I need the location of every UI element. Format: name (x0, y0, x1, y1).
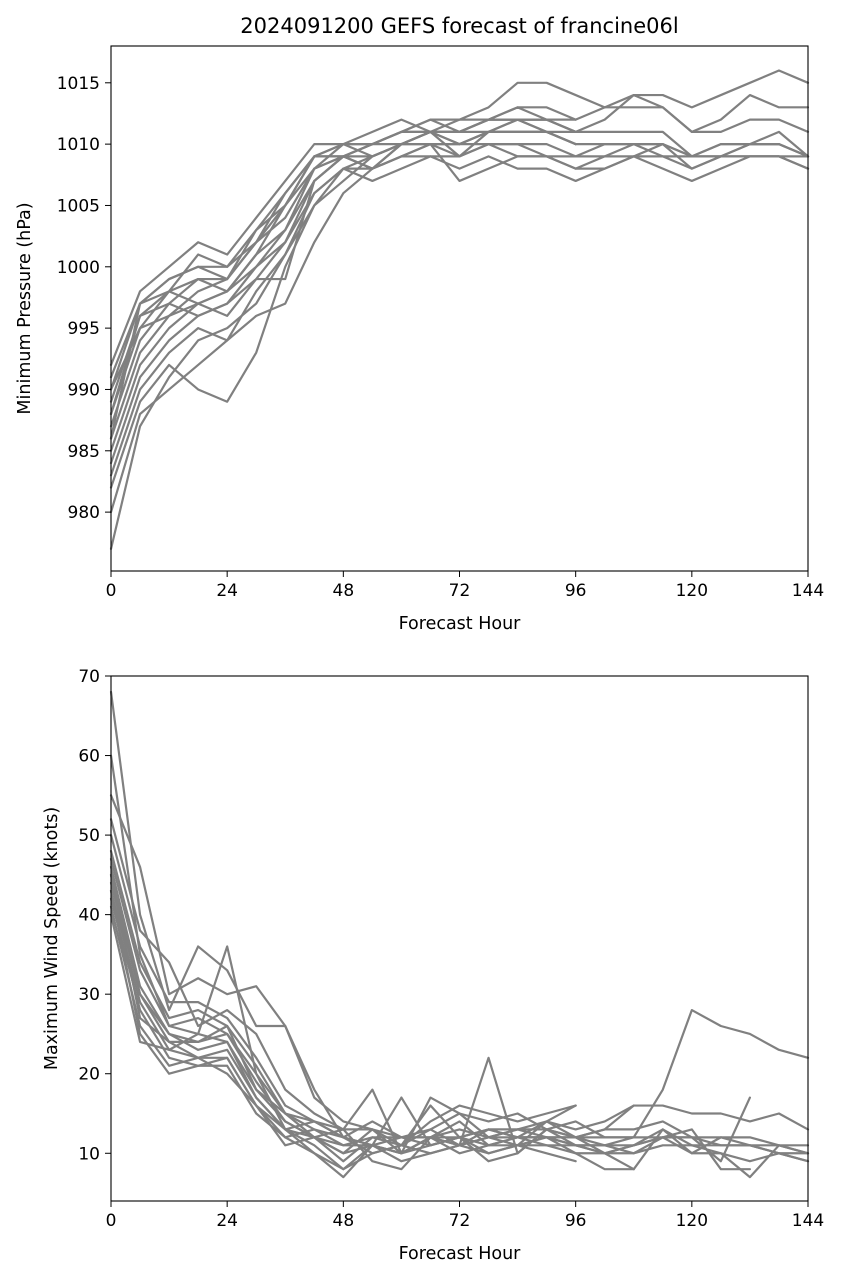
wind-x-tick-label: 0 (106, 1211, 117, 1231)
wind-x-tick-label: 48 (333, 1211, 355, 1231)
pressure-y-tick-label: 985 (68, 442, 100, 462)
wind-member-line-15 (109, 913, 577, 1147)
wind-member-line-4 (109, 818, 810, 1155)
wind-member-line-12 (109, 897, 577, 1171)
pressure-member-line-6 (109, 143, 810, 440)
pressure-y-tick-label: 1000 (57, 258, 100, 278)
pressure-x-tick-label: 0 (106, 581, 117, 601)
wind-x-tick-label: 144 (792, 1211, 824, 1231)
pressure-y-tick-label: 1015 (57, 74, 100, 94)
wind-y-tick-label: 30 (78, 985, 100, 1005)
pressure-member-line-15 (109, 130, 577, 391)
wind-panel: 0 24 48 72 96 120 144 10 20 30 40 50 60 70 Forecast H… (42, 667, 824, 1264)
wind-member-line-9 (109, 873, 752, 1163)
pressure-x-tick-label: 24 (216, 581, 238, 601)
pressure-x-tick-label: 48 (333, 581, 355, 601)
pressure-x-tick-label: 96 (565, 581, 587, 601)
wind-member-line-16 (109, 873, 635, 1171)
wind-y-tick-label: 70 (78, 667, 100, 687)
wind-y-axis-label: Maximum Wind Speed (knots) (42, 807, 62, 1070)
wind-ticks: 0 24 48 72 96 120 144 10 20 30 40 50 60 70 (78, 667, 824, 1231)
wind-series-group (109, 690, 810, 1179)
pressure-x-axis-label: Forecast Hour (399, 614, 522, 634)
wind-x-tick-label: 120 (676, 1211, 708, 1231)
pressure-member-line-3 (109, 93, 810, 403)
wind-member-line-11 (109, 889, 577, 1179)
chart-title: 2024091200 GEFS forecast of francine06l (240, 14, 678, 38)
pressure-y-tick-label: 980 (68, 503, 100, 523)
pressure-member-line-2 (109, 93, 810, 391)
pressure-x-tick-label: 144 (792, 581, 824, 601)
pressure-member-line-7 (109, 143, 810, 452)
wind-y-tick-label: 50 (78, 826, 100, 846)
pressure-y-tick-label: 995 (68, 319, 100, 339)
wind-member-line-2 (109, 754, 810, 1155)
wind-member-line-1 (109, 690, 810, 1155)
pressure-member-line-11 (109, 143, 810, 514)
wind-member-line-10 (109, 881, 810, 1179)
wind-member-line-3 (109, 794, 810, 1155)
wind-member-line-8 (109, 865, 810, 1163)
pressure-member-line-16 (109, 106, 577, 379)
pressure-member-line-12 (109, 118, 577, 551)
wind-y-tick-label: 40 (78, 906, 100, 926)
pressure-x-tick-label: 120 (676, 581, 708, 601)
wind-x-axis-label: Forecast Hour (399, 1244, 522, 1264)
pressure-panel: 0 24 48 72 96 120 144 980 985 990 995 1000 1005 1010 1… (15, 45, 824, 634)
pressure-x-tick-label: 72 (449, 581, 471, 601)
pressure-y-tick-label: 1010 (57, 135, 100, 155)
wind-x-tick-label: 24 (216, 1211, 238, 1231)
wind-x-tick-label: 72 (449, 1211, 471, 1231)
pressure-series-group (109, 69, 810, 551)
wind-member-line-7 (109, 857, 810, 1163)
pressure-member-line-10 (109, 118, 577, 489)
wind-y-tick-label: 10 (78, 1144, 100, 1164)
wind-y-tick-label: 20 (78, 1065, 100, 1085)
pressure-y-axis-label: Minimum Pressure (hPa) (15, 202, 35, 414)
pressure-member-line-13 (109, 130, 577, 440)
pressure-y-tick-label: 990 (68, 380, 100, 400)
pressure-member-line-9 (109, 143, 810, 477)
wind-y-tick-label: 60 (78, 747, 100, 767)
pressure-y-tick-label: 1005 (57, 196, 100, 216)
pressure-ticks: 0 24 48 72 96 120 144 980 985 990 995 1000 1005 1010 1… (57, 74, 824, 601)
pressure-member-line-1 (109, 69, 810, 367)
pressure-member-line-8 (109, 155, 810, 465)
wind-x-tick-label: 96 (565, 1211, 587, 1231)
